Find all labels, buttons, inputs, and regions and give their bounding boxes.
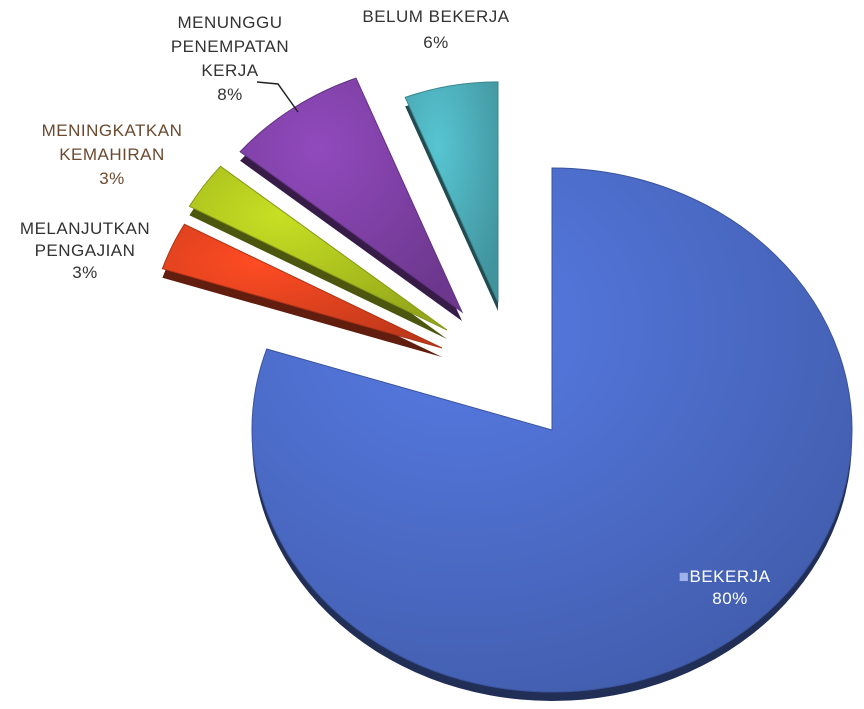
data-label-bekerja: BEKERJA 80% ■ [679,567,771,608]
data-label-melanjutkan-pengajian-line-3: 3% [72,263,98,282]
leader-line-menunggu-penempatan-kerja [256,81,299,113]
data-label-meningkatkan-kemahiran: MENINGKATKAN KEMAHIRAN 3% [42,121,183,188]
pie-slice-melanjutkan-pengajian [161,223,443,349]
pie-slice-meningkatkan-kemahiran [188,165,448,331]
data-label-menunggu-penempatan-kerja-line-4: 8% [217,85,243,104]
pie-slice-belum-bekerja [404,81,499,303]
data-label-menunggu-penempatan-kerja-line-2: PENEMPATAN [171,37,289,56]
data-label-menunggu-penempatan-kerja-line-3: KERJA [201,61,258,80]
data-label-meningkatkan-kemahiran-line-3: 3% [99,169,125,188]
data-label-melanjutkan-pengajian-line-1: MELANJUTKAN [20,219,150,238]
pie-slice-menunggu-penempatan-kerja [239,77,464,314]
data-label-belum-bekerja: BELUM BEKERJA 6% [362,7,509,52]
data-label-bekerja-line-2: 80% [712,589,748,608]
data-label-melanjutkan-pengajian: MELANJUTKAN PENGAJIAN 3% [20,219,150,282]
data-label-menunggu-penempatan-kerja: MENUNGGU PENEMPATAN KERJA 8% [171,13,289,104]
data-label-melanjutkan-pengajian-line-2: PENGAJIAN [35,241,136,260]
data-label-belum-bekerja-line-1: BELUM BEKERJA [362,7,509,26]
pie-slice-bekerja [251,167,853,693]
leader-line-layer [256,81,299,113]
data-label-meningkatkan-kemahiran-line-1: MENINGKATKAN [42,121,183,140]
legend-marker-icon: ■ [679,567,690,586]
data-label-meningkatkan-kemahiran-line-2: KEMAHIRAN [59,145,165,164]
data-label-belum-bekerja-line-2: 6% [423,33,449,52]
data-label-layer: BEKERJA80%■MELANJUTKANPENGAJIAN3%MENINGK… [20,7,771,608]
slice-layer [161,77,853,693]
data-label-menunggu-penempatan-kerja-line-1: MENUNGGU [177,13,282,32]
data-label-bekerja-line-1: BEKERJA [690,567,771,586]
